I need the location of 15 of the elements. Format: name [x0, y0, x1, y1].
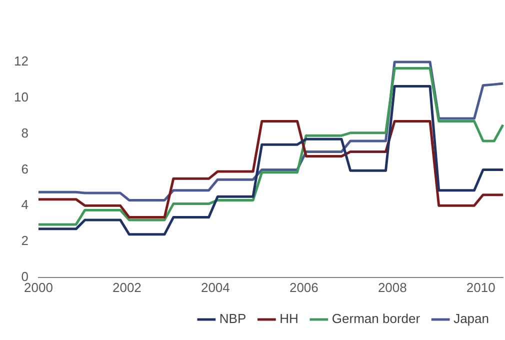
x-tick-label: 2008 — [378, 280, 407, 295]
y-tick-label: 12 — [14, 54, 28, 69]
x-tick-label: 2004 — [200, 280, 230, 295]
legend-label: HH — [280, 311, 298, 326]
legend-label: Japan — [454, 311, 489, 326]
legend-label: German border — [332, 311, 421, 326]
x-tick-label: 2002 — [112, 280, 142, 295]
y-tick-label: 4 — [21, 197, 28, 212]
legend-label: NBP — [219, 311, 246, 326]
x-tick-label: 2010 — [466, 280, 496, 295]
x-tick-label: 2006 — [289, 280, 318, 295]
y-tick-label: 6 — [21, 161, 28, 176]
y-tick-label: 10 — [14, 89, 28, 104]
y-tick-label: 8 — [21, 125, 28, 140]
y-tick-label: 2 — [21, 233, 28, 248]
